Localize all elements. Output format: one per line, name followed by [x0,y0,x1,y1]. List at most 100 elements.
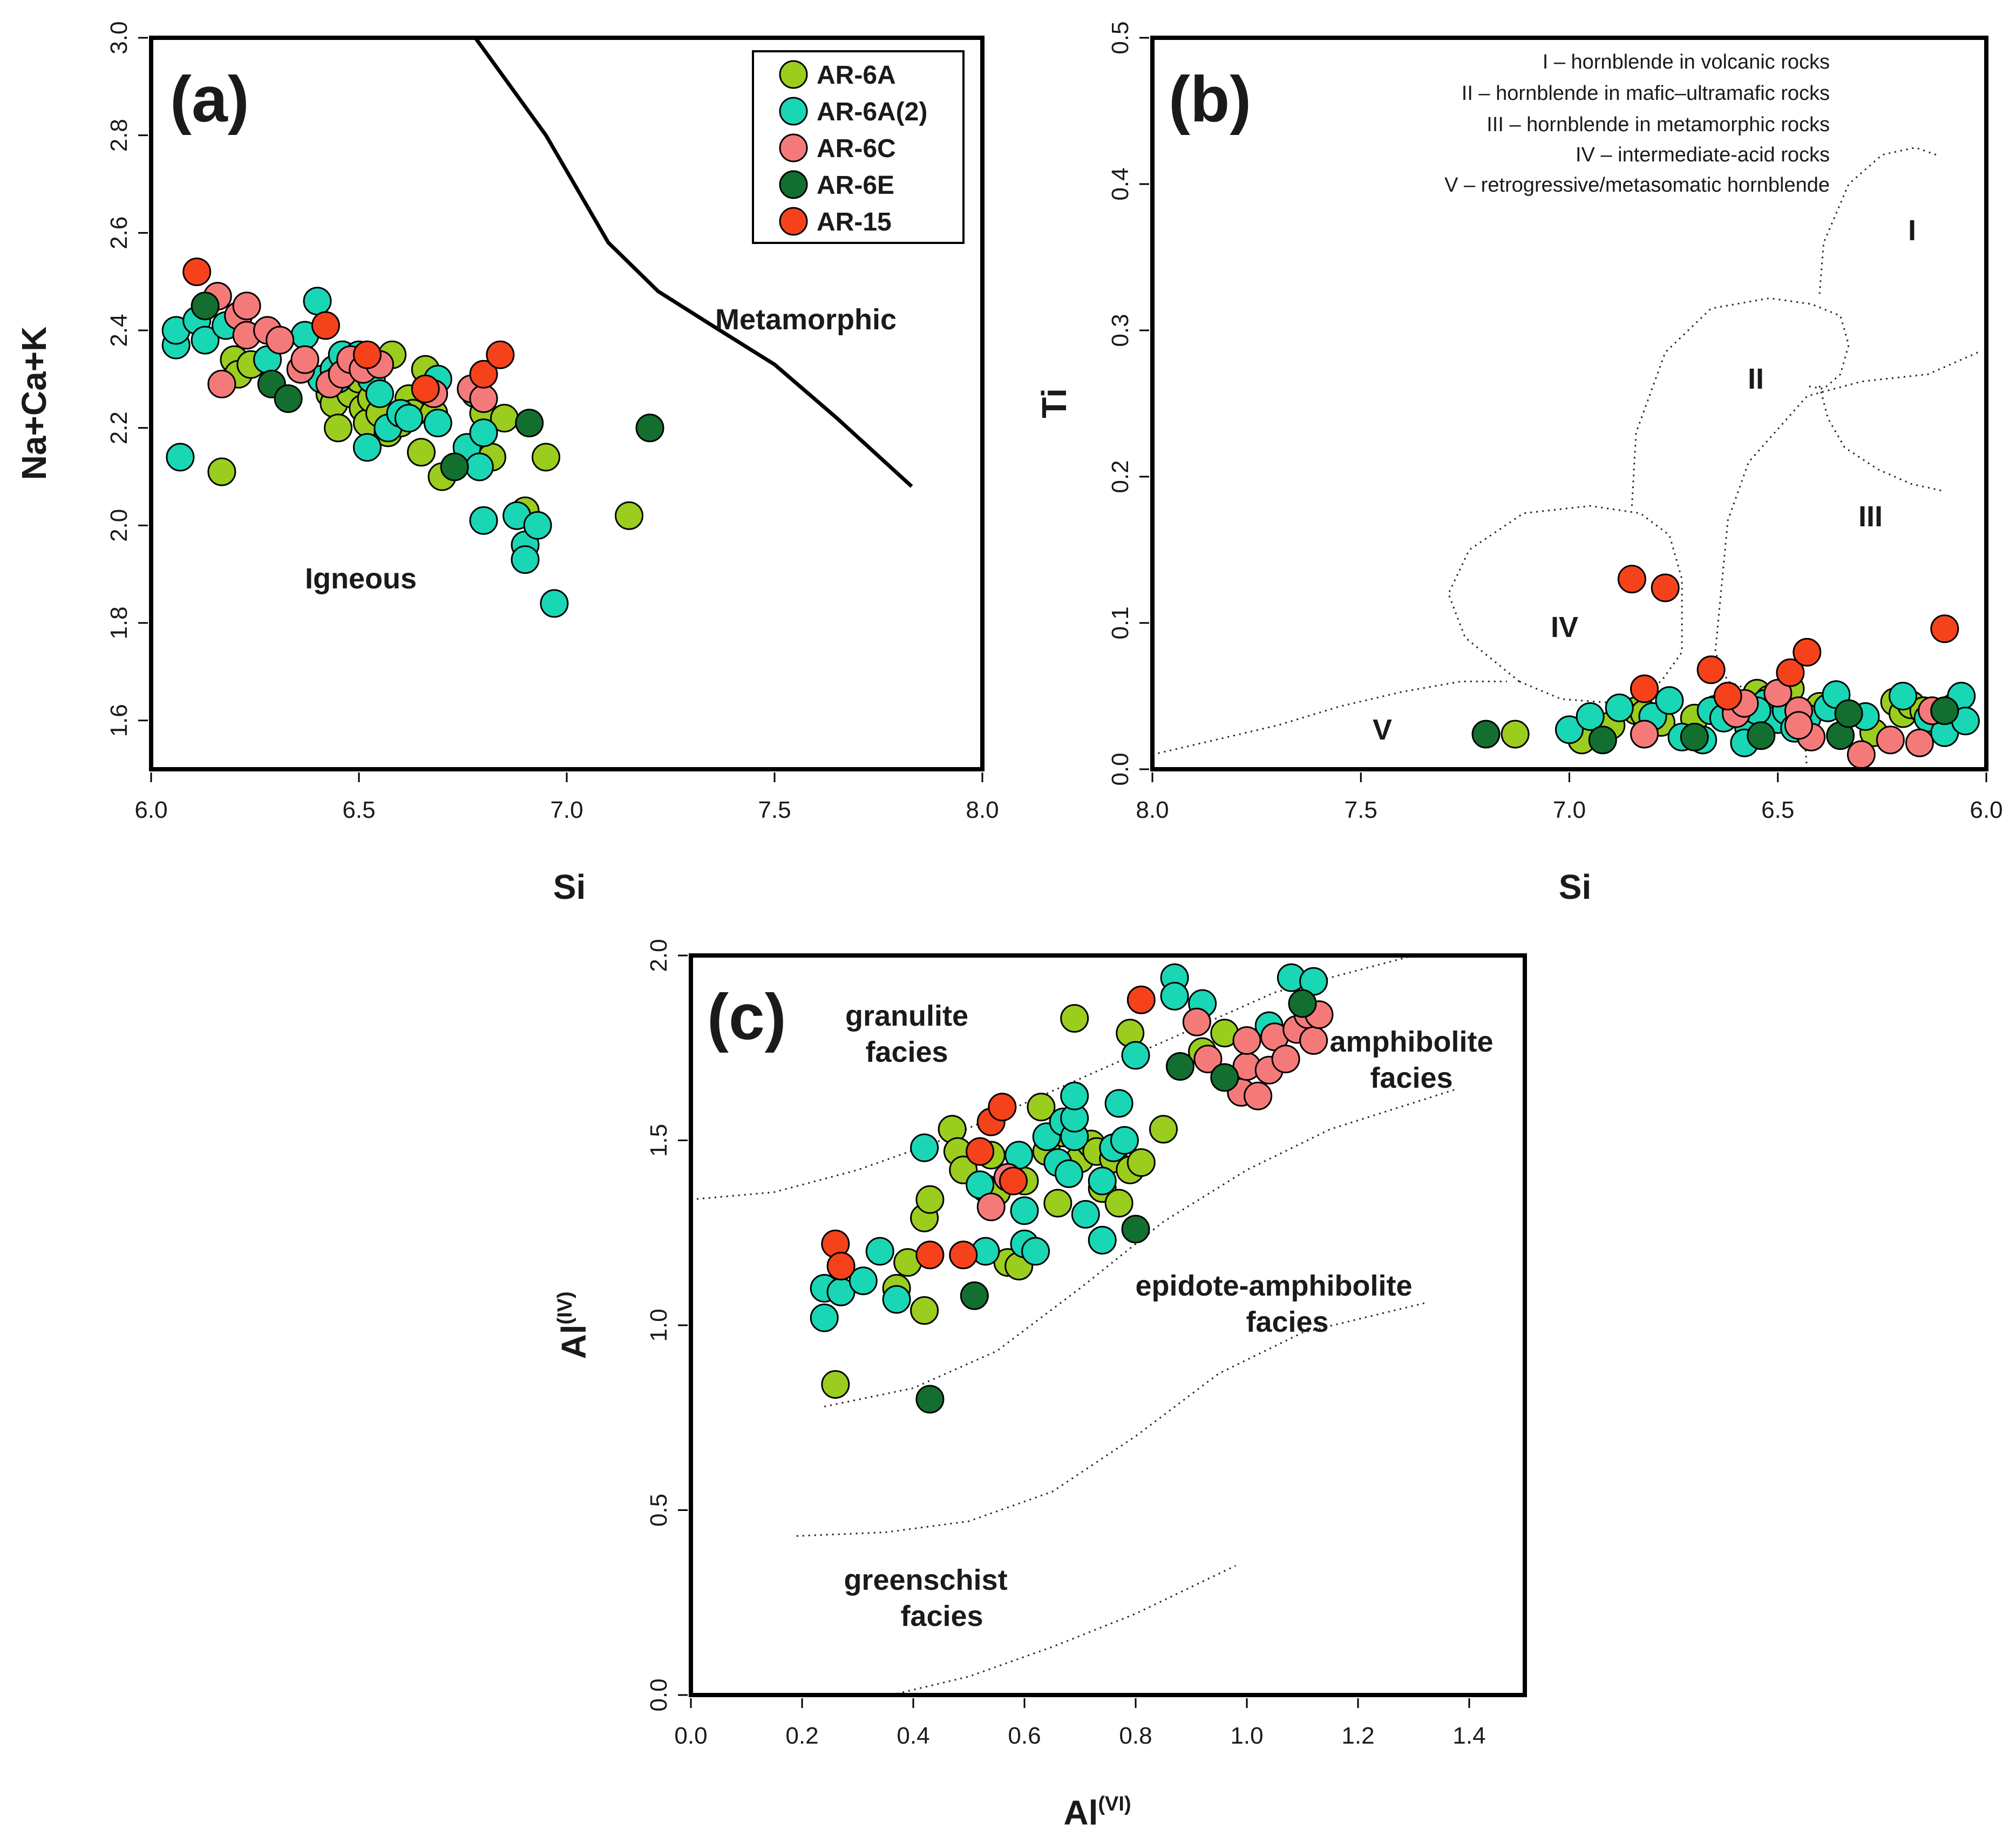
c-points-layer [810,963,1334,1414]
a-y-axis-title: Na+Ca+K [15,327,53,480]
legend-label-ar6a2: AR-6A(2) [817,98,927,126]
c-point-ar6c [1244,1081,1273,1110]
b-y-tick-label: 0.2 [1107,460,1133,493]
c-y-tick-label: 2.0 [646,939,672,972]
c-plot-frame [689,953,1527,1697]
a-point-ar6c [290,345,320,374]
c-x-axis-title-base: Al [1063,1793,1098,1832]
a-point-ar6a2 [523,511,552,540]
b-field-boundary-6 [1152,680,1507,756]
a-x-tick-label: 7.0 [550,797,583,823]
a-x-tick-label: 8.0 [966,797,999,823]
c-point-ar6a [915,1185,945,1214]
b-note-1: I – hornblende in volcanic rocks [1543,51,1830,73]
c-x-tick-label: 0.8 [1119,1723,1152,1749]
a-point-ar6c [232,292,261,321]
b-point-ar6e [1588,726,1617,755]
c-point-ar6a [1043,1189,1073,1218]
a-point-ar6a2 [365,379,394,408]
c-point-ar6a2 [910,1133,939,1162]
a-point-ar6a2 [511,545,540,574]
b-plot-frame [1150,36,1988,771]
c-x-axis-title-sup: (VI) [1098,1793,1131,1815]
b-y-axis-title: Ti [1035,388,1074,418]
b-point-ar6e [1834,699,1863,728]
c-y-axis-title: Al(IV) [554,1291,593,1359]
b-point-ar15 [1617,565,1646,594]
b-point-ar6a [1501,720,1530,749]
a-points-layer [161,257,664,618]
a-point-ar6a2 [540,589,569,618]
c-point-ar15 [999,1167,1028,1196]
c-point-ar6c [1271,1045,1300,1074]
a-point-ar6e [515,409,544,438]
c-x-axis-title: Al(VI) [1063,1793,1131,1832]
c-point-ar6a [821,1370,850,1399]
a-point-ar6e [440,452,469,482]
c-point-ar6e [1165,1052,1194,1081]
c-y-tick-label: 0.0 [646,1678,672,1711]
b-point-ar6c [1784,711,1813,740]
b-point-ar6c [1763,679,1793,708]
b-point-ar15 [1651,573,1680,602]
a-point-ar15 [352,340,382,369]
a-point-ar6a2 [166,443,195,472]
b-panel-label: (b) [1169,63,1251,135]
c-point-ar6c [1193,1045,1223,1074]
b-x-tick-label: 6.5 [1761,797,1794,823]
b-x-axis-title: Si [1559,867,1591,906]
c-point-ar6c [1232,1026,1261,1055]
a-ticks: 6.0 6.5 7.0 7.5 8.0 1.6 1.8 2.0 2.2 2.4 2.6 2.8 3.0 [106,21,999,823]
a-x-axis-title: Si [553,867,586,906]
c-x-tick-label: 0.0 [674,1723,707,1749]
c-point-ar6a2 [1110,1126,1139,1155]
a-x-tick-label: 7.5 [758,797,791,823]
c-point-ar6a2 [1060,1081,1089,1110]
c-facies-boundary-2 [824,1088,1458,1408]
c-region-epidote-line2: facies [1246,1306,1328,1338]
legend-marker-ar15 [779,207,808,236]
a-y-tick-label: 2.6 [106,216,132,249]
c-point-ar6c [976,1192,1006,1222]
b-y-tick-label: 0.5 [1107,21,1133,54]
c-point-ar6a2 [1088,1167,1117,1196]
b-region-V: V [1373,714,1392,746]
a-y-tick-label: 2.0 [106,509,132,542]
c-panel-label: (c) [707,981,786,1053]
a-y-tick-label: 1.6 [106,704,132,737]
c-point-ar6a [1060,1004,1089,1033]
a-point-ar15 [411,374,440,403]
c-point-ar6a [1027,1093,1056,1122]
a-y-tick-label: 2.8 [106,119,132,152]
c-x-tick-label: 0.4 [897,1723,929,1749]
c-point-ar6a2 [1088,1225,1117,1255]
c-x-tick-label: 1.4 [1452,1723,1485,1749]
c-region-epidote-amphibolite: epidote-amphibolite facies [1136,1270,1413,1338]
a-y-tick-label: 1.8 [106,606,132,639]
b-point-ar6c [1847,740,1876,769]
c-region-granulite: granulite facies [845,1000,968,1068]
b-region-IV: IV [1551,611,1578,643]
b-point-ar6a2 [1655,686,1684,715]
b-field-boundary-5 [1447,505,1683,704]
b-point-ar15 [1776,658,1805,687]
c-point-ar15 [826,1251,856,1280]
legend-marker-ar6c [779,133,808,162]
c-region-amphibolite-line1: amphibolite [1329,1026,1493,1058]
c-point-ar6c [1182,1007,1211,1036]
b-point-ar15 [1793,638,1822,667]
a-point-ar6a2 [469,418,498,448]
c-facies-boundary-layer [690,954,1458,1696]
b-points-layer [1471,565,1980,769]
c-point-ar6e [1121,1215,1150,1244]
b-y-tick-label: 0.3 [1107,314,1133,347]
a-legend: AR-6A AR-6A(2) AR-6C AR-6E AR-15 [752,50,965,244]
c-point-ar6a2 [849,1266,878,1296]
b-field-boundary-layer [1152,146,1979,770]
b-y-tick-label: 0.0 [1107,753,1133,785]
c-point-ar15 [988,1093,1017,1122]
c-point-ar6c [1299,1026,1328,1055]
c-point-ar6a2 [865,1237,894,1266]
b-point-ar6a2 [1555,715,1584,744]
a-point-ar6c [266,326,295,355]
